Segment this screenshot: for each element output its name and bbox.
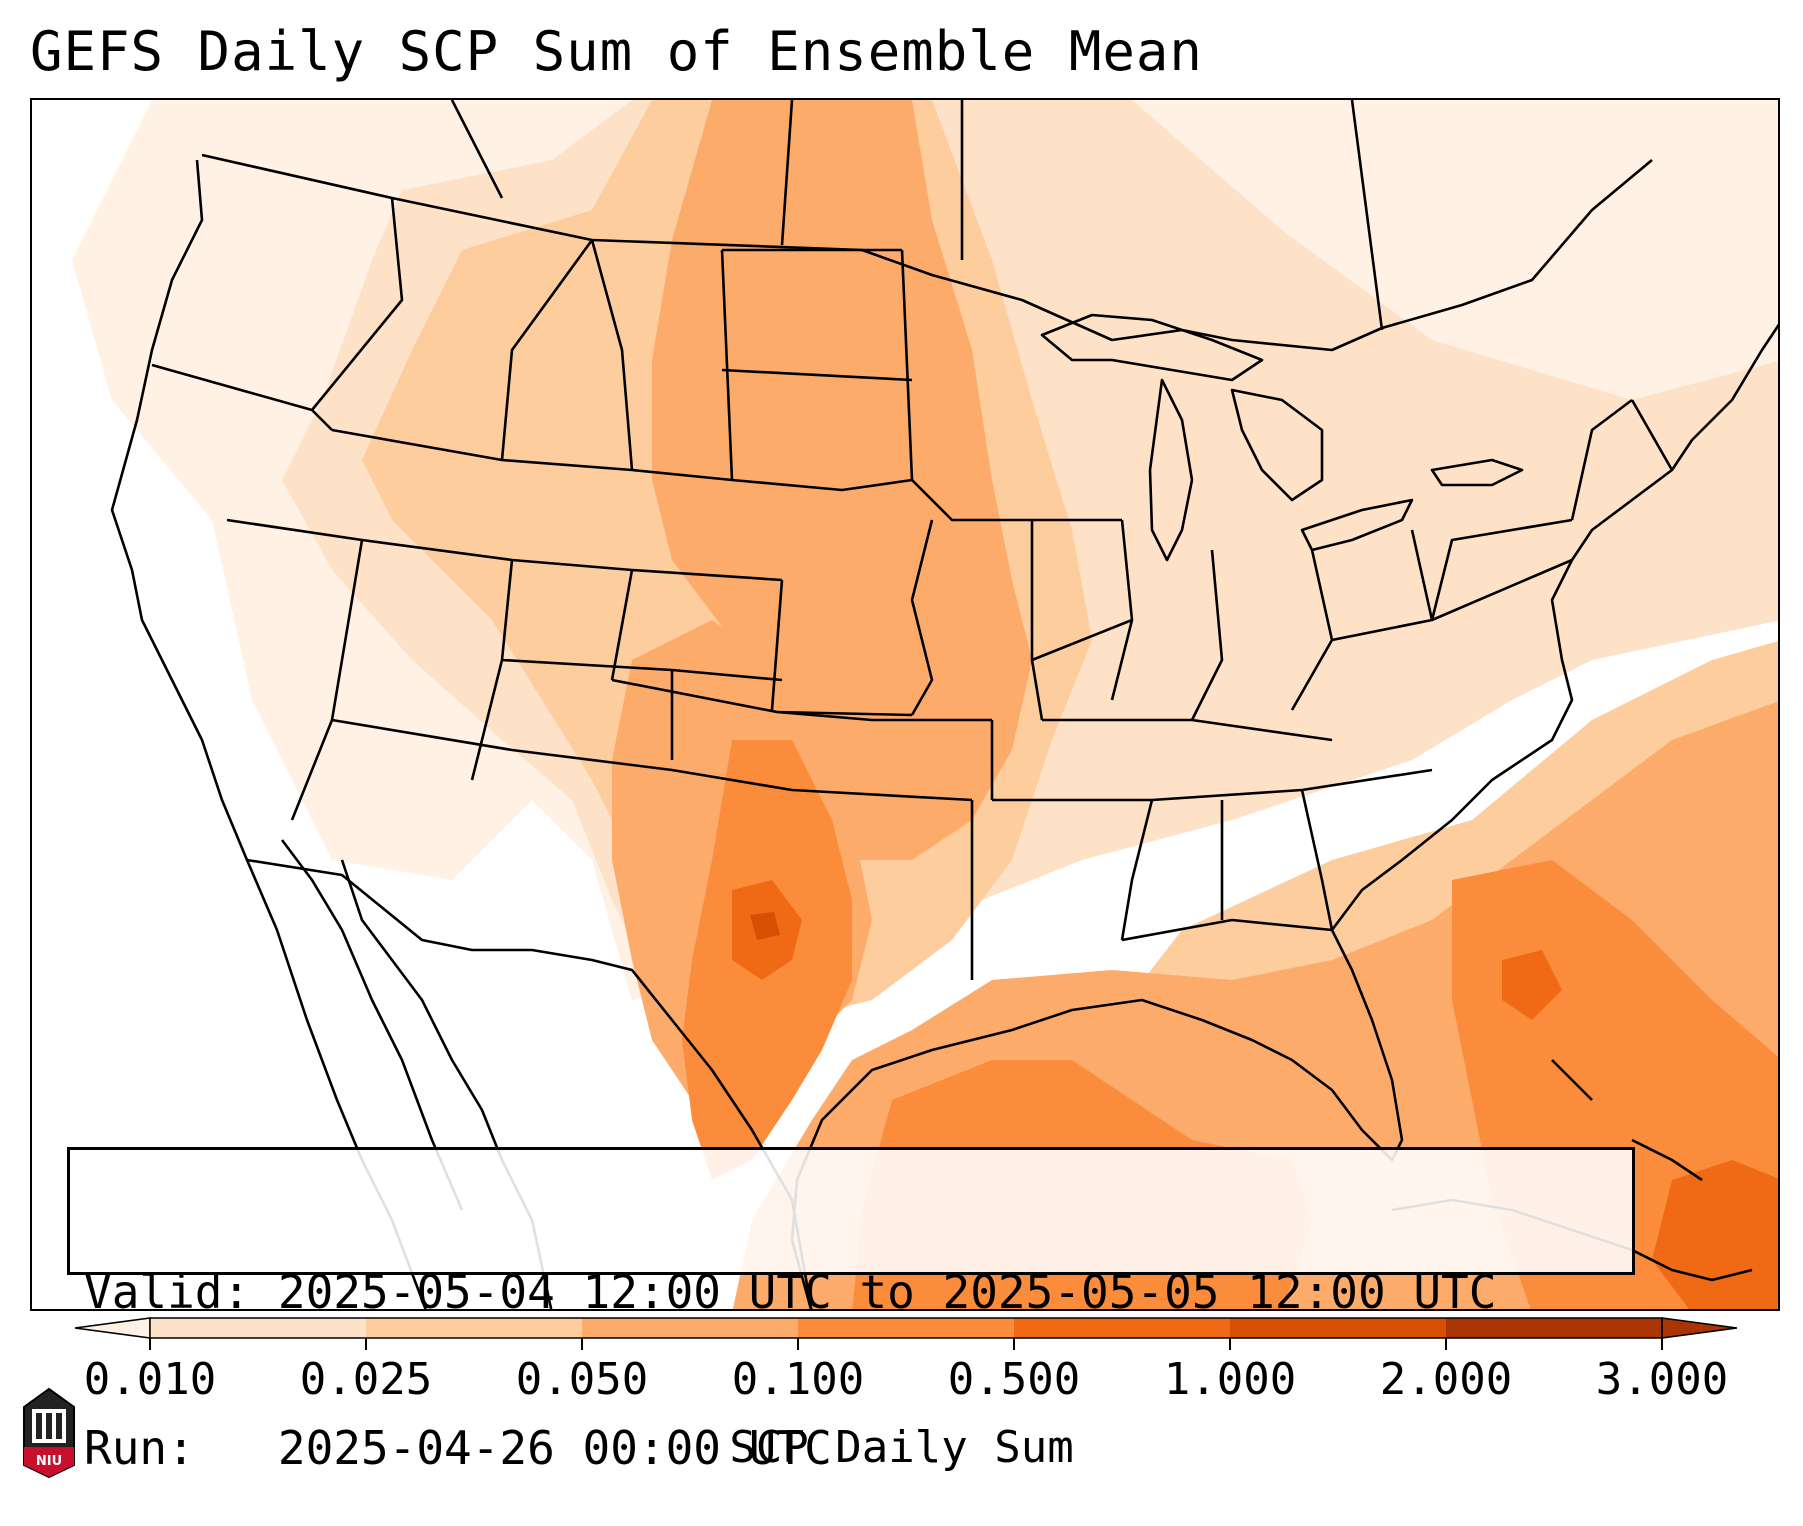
valid-line: Valid: 2025-05-04 12:00 UTC to 2025-05-0…: [84, 1266, 1632, 1318]
colorbar-segments: [74, 1317, 1738, 1339]
niu-logo-icon: NIU: [23, 1387, 75, 1479]
valid-label: Valid:: [84, 1265, 251, 1319]
run-line: Run: 2025-04-26 00:00 UTC: [84, 1422, 1632, 1474]
colorbar-tick-label: 0.010: [83, 1354, 217, 1405]
colorbar-tick-label: 0.025: [299, 1354, 433, 1405]
map-borders: [110, 100, 1778, 1309]
colorbar-segment: [582, 1318, 799, 1338]
colorbar-tick-labels: 0.010 0.025 0.050 0.100 0.500 1.000 2.000 3.000: [0, 1355, 1803, 1415]
gulf-coast: [790, 929, 1404, 1309]
map-title: GEFS Daily SCP Sum of Ensemble Mean: [30, 20, 1203, 83]
colorbar-tick-label: 0.050: [515, 1354, 649, 1405]
colorbar-title: SCP Daily Sum: [729, 1422, 1074, 1473]
lake-ontario: [1430, 458, 1524, 487]
map-svg: [72, 100, 1778, 1309]
lake-michigan: [1148, 378, 1194, 562]
colorbar-segment: [1446, 1318, 1663, 1338]
lake-huron: [1230, 388, 1324, 502]
colorbar-segment: [798, 1318, 1015, 1338]
shade-level-5-fl: [1502, 950, 1562, 1020]
colorbar: [74, 1317, 1738, 1350]
colorbar-tick-label: 2.000: [1379, 1354, 1513, 1405]
atlantic-coast: [1330, 323, 1778, 931]
colorbar-segment: [1014, 1318, 1231, 1338]
map-panel: [30, 98, 1780, 1311]
valid-run-info-box: Valid: 2025-05-04 12:00 UTC to 2025-05-0…: [67, 1147, 1635, 1474]
colorbar-outline: [149, 1317, 1663, 1339]
us-mexico-border: [246, 858, 813, 1309]
run-label: Run:: [84, 1421, 195, 1475]
svg-text:NIU: NIU: [36, 1454, 62, 1469]
pacific-coast: [110, 159, 427, 1309]
valid-value: 2025-05-04 12:00 UTC to 2025-05-05 12:00…: [277, 1265, 1497, 1319]
colorbar-ticks: [149, 1338, 1663, 1350]
shade-level-6: [750, 912, 780, 940]
lake-superior: [1040, 313, 1264, 382]
colorbar-extend-low: [74, 1317, 151, 1339]
colorbar-segment: [150, 1318, 367, 1338]
run-value: 2025-04-26 00:00 UTC: [277, 1421, 832, 1475]
colorbar-tick-label: 0.500: [947, 1354, 1081, 1405]
colorbar-tick-label: 3.000: [1595, 1354, 1729, 1405]
colorbar-tick-label: 0.100: [731, 1354, 865, 1405]
colorbar-extend-high: [1661, 1317, 1738, 1339]
colorbar-tick-label: 1.000: [1163, 1354, 1297, 1405]
colorbar-segment: [1230, 1318, 1447, 1338]
colorbar-segment: [366, 1318, 583, 1338]
